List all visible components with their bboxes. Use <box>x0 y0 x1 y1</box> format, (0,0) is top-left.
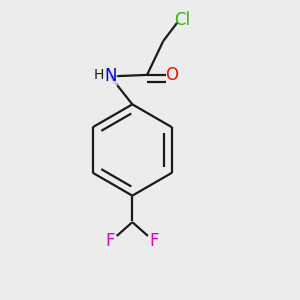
Text: N: N <box>104 68 116 85</box>
Text: O: O <box>166 66 178 84</box>
Text: F: F <box>150 232 159 250</box>
Text: H: H <box>94 68 104 82</box>
Text: F: F <box>106 232 115 250</box>
Text: Cl: Cl <box>174 11 190 29</box>
